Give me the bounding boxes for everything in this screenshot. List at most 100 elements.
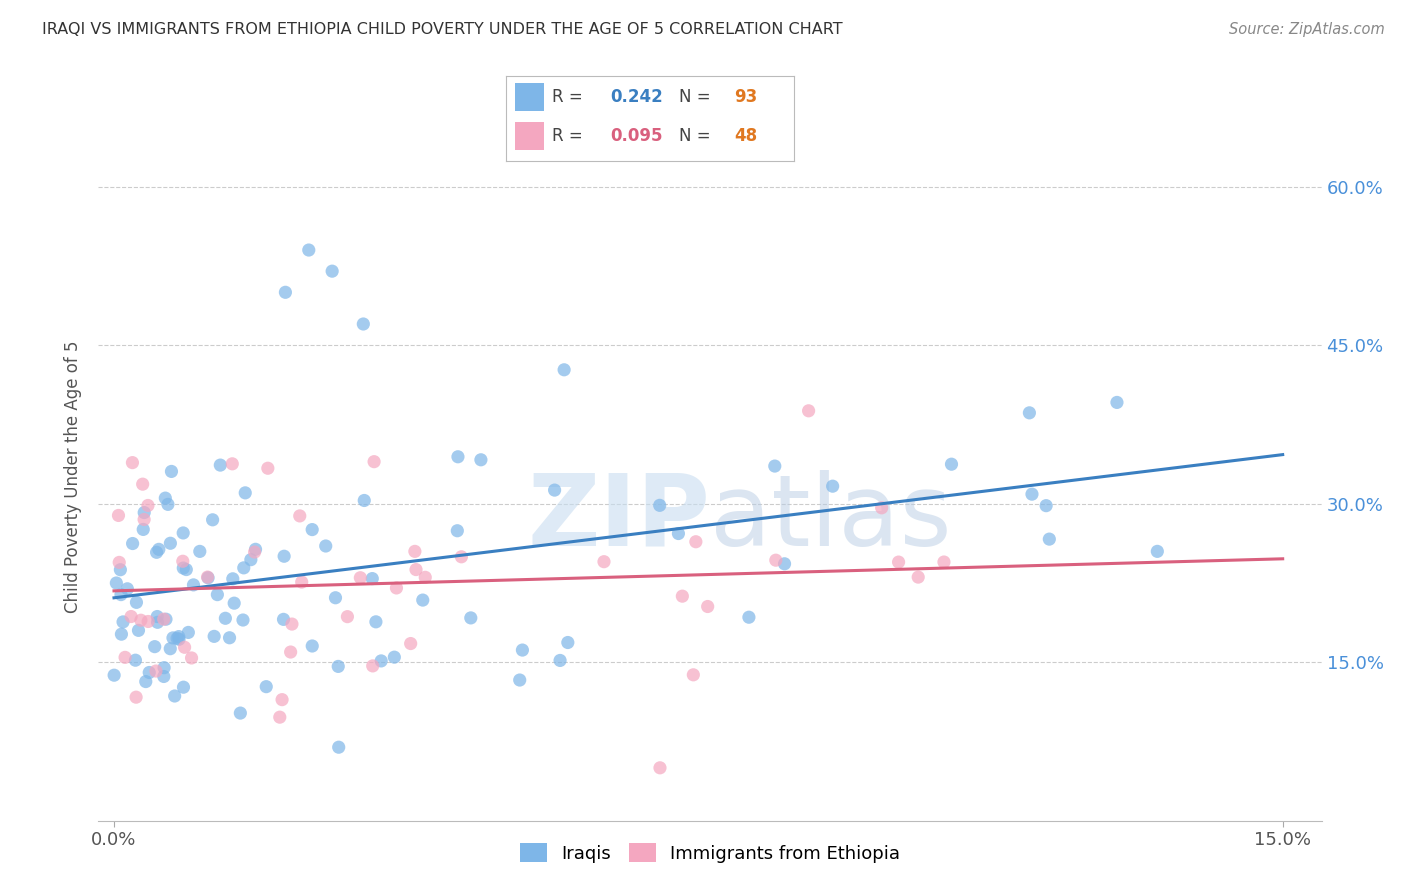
- Point: [301, 523, 323, 537]
- Point: [117, 582, 139, 596]
- Point: [548, 653, 571, 667]
- Point: [105, 576, 128, 591]
- Point: [315, 539, 337, 553]
- Point: [110, 627, 132, 641]
- Point: [298, 243, 321, 257]
- Point: [273, 549, 295, 564]
- Point: [450, 549, 472, 564]
- Point: [291, 575, 314, 590]
- Point: [155, 612, 177, 626]
- Point: [773, 557, 796, 571]
- Point: [352, 317, 374, 331]
- Point: [288, 508, 311, 523]
- Point: [254, 680, 277, 694]
- Point: [232, 613, 254, 627]
- Point: [152, 612, 174, 626]
- Point: [214, 611, 236, 625]
- Point: [447, 450, 470, 464]
- Point: [183, 578, 205, 592]
- Point: [361, 572, 384, 586]
- Point: [470, 452, 492, 467]
- Text: 0.242: 0.242: [610, 88, 662, 106]
- Point: [125, 690, 148, 705]
- Point: [153, 661, 176, 675]
- Point: [103, 668, 125, 682]
- Point: [143, 640, 166, 654]
- Point: [361, 659, 384, 673]
- Point: [1038, 532, 1060, 546]
- Point: [120, 609, 142, 624]
- Point: [153, 669, 176, 683]
- Point: [159, 536, 181, 550]
- Point: [405, 563, 427, 577]
- Point: [765, 553, 787, 567]
- Point: [162, 631, 184, 645]
- Point: [413, 570, 436, 584]
- Point: [1035, 499, 1057, 513]
- Point: [281, 617, 304, 632]
- Point: [112, 615, 135, 629]
- Point: [364, 615, 387, 629]
- Point: [209, 458, 232, 472]
- Point: [907, 570, 929, 584]
- Point: [685, 534, 707, 549]
- Point: [328, 740, 350, 755]
- Point: [176, 563, 198, 577]
- Point: [328, 659, 350, 673]
- Text: N =: N =: [679, 127, 716, 145]
- Point: [648, 499, 671, 513]
- Point: [138, 665, 160, 680]
- Y-axis label: Child Poverty Under the Age of 5: Child Poverty Under the Age of 5: [65, 341, 83, 614]
- Point: [232, 561, 254, 575]
- Point: [399, 636, 422, 650]
- Point: [404, 544, 426, 558]
- Point: [207, 588, 229, 602]
- Point: [1105, 395, 1128, 409]
- Point: [382, 650, 405, 665]
- Point: [127, 624, 149, 638]
- Point: [135, 674, 157, 689]
- Point: [108, 555, 131, 569]
- Point: [269, 710, 291, 724]
- Legend: Iraqis, Immigrants from Ethiopia: Iraqis, Immigrants from Ethiopia: [512, 836, 908, 870]
- Point: [821, 479, 844, 493]
- Point: [197, 570, 219, 584]
- Point: [593, 555, 616, 569]
- Point: [110, 588, 132, 602]
- Point: [134, 512, 156, 526]
- Point: [129, 613, 152, 627]
- Point: [648, 761, 671, 775]
- Point: [1021, 487, 1043, 501]
- Point: [336, 609, 359, 624]
- Point: [385, 581, 408, 595]
- Point: [134, 506, 156, 520]
- Point: [557, 635, 579, 649]
- Point: [257, 461, 280, 475]
- Point: [218, 631, 240, 645]
- Point: [121, 456, 143, 470]
- Point: [682, 668, 704, 682]
- Point: [156, 497, 179, 511]
- Point: [107, 508, 129, 523]
- Point: [167, 630, 190, 644]
- Point: [172, 680, 194, 694]
- Point: [243, 545, 266, 559]
- Point: [224, 596, 246, 610]
- Point: [280, 645, 302, 659]
- Point: [145, 664, 167, 678]
- Point: [188, 544, 211, 558]
- Point: [110, 563, 132, 577]
- Point: [543, 483, 565, 497]
- Point: [131, 477, 153, 491]
- Point: [553, 363, 575, 377]
- Point: [145, 545, 167, 559]
- Point: [353, 493, 375, 508]
- Point: [160, 465, 183, 479]
- Point: [349, 571, 371, 585]
- Point: [321, 264, 343, 278]
- Point: [132, 523, 155, 537]
- Text: 0.095: 0.095: [610, 127, 662, 145]
- Point: [325, 591, 347, 605]
- Point: [148, 542, 170, 557]
- Text: atlas: atlas: [710, 470, 952, 567]
